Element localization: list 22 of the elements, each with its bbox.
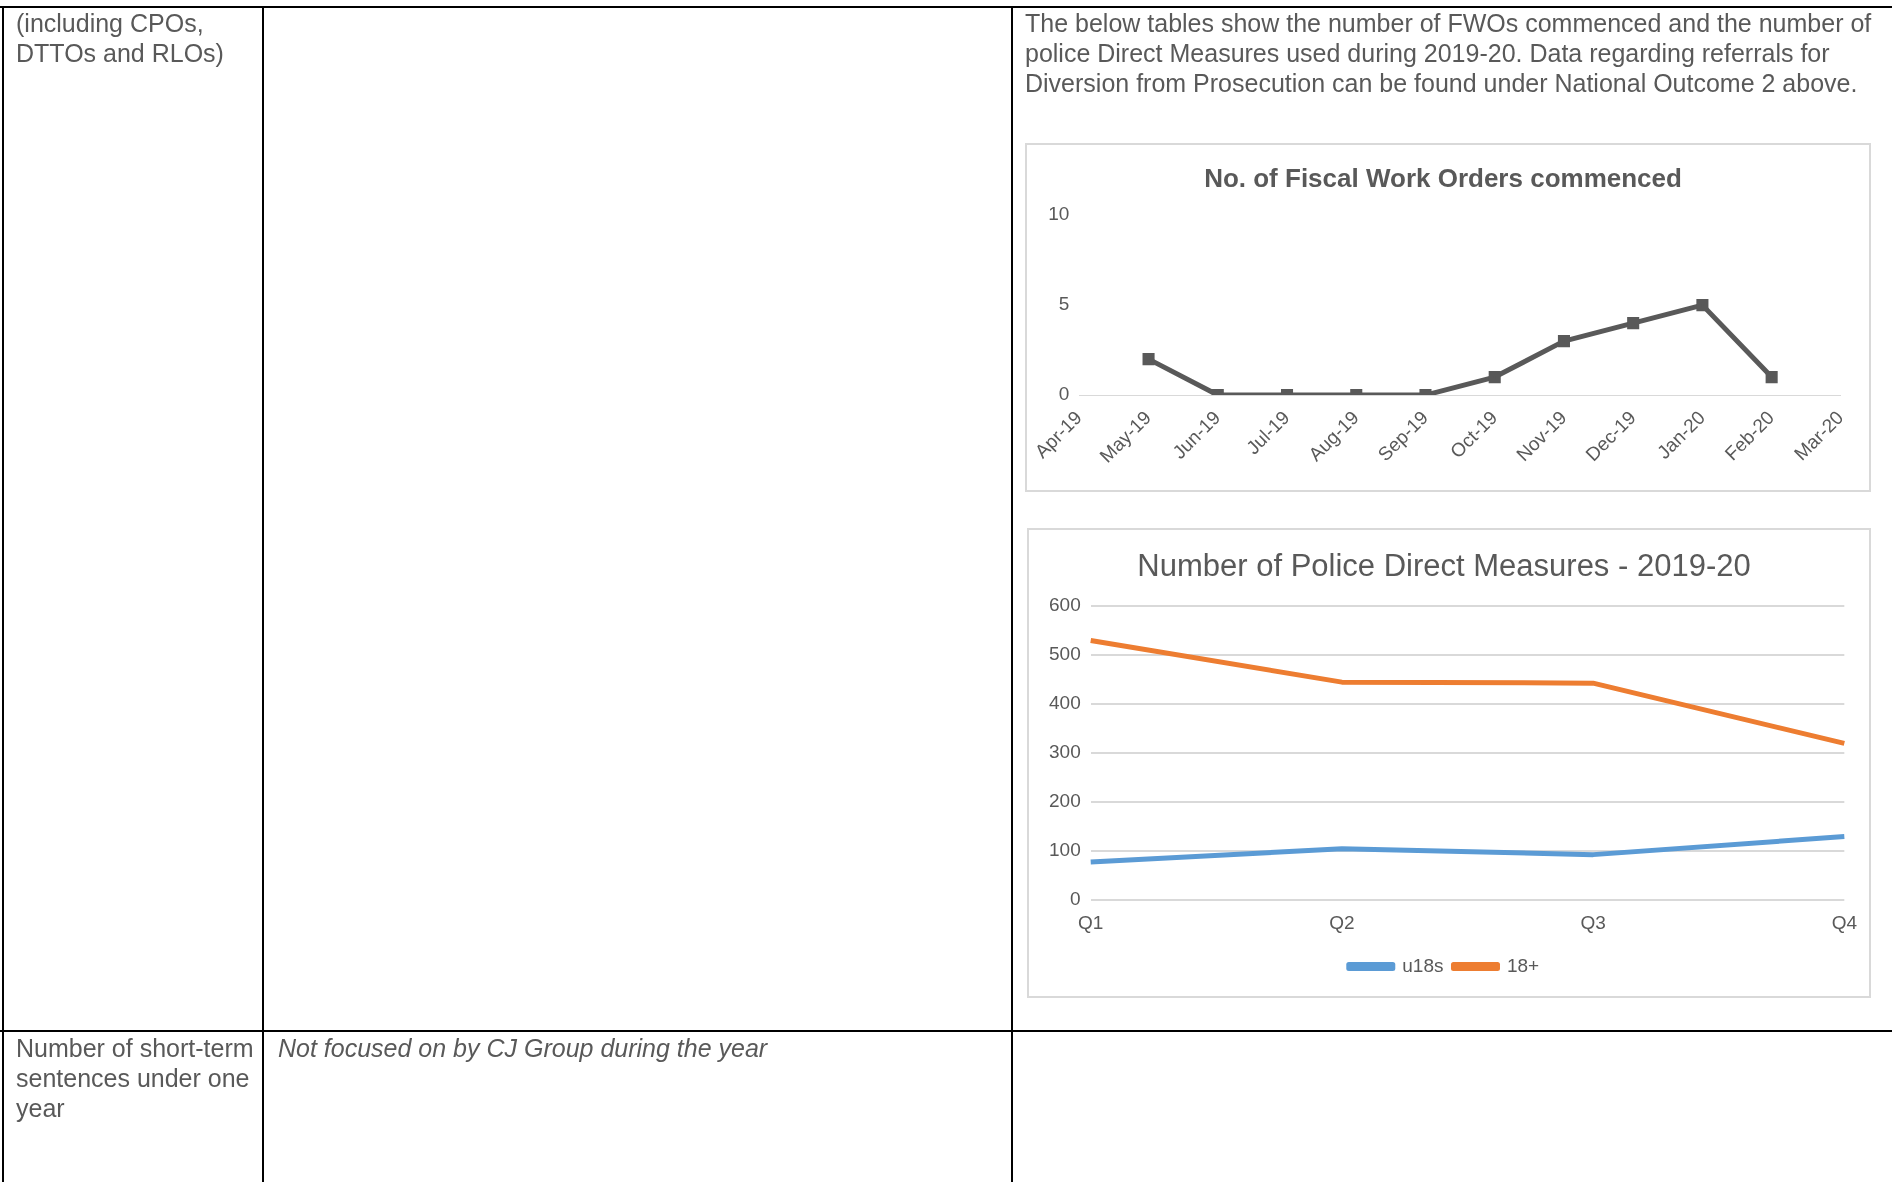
x-tick-label: Q3 xyxy=(1580,911,1606,933)
y-tick-label: 600 xyxy=(1049,594,1081,616)
y-tick-label: 500 xyxy=(1049,643,1081,665)
y-tick-label: 100 xyxy=(1049,839,1081,861)
x-tick-label: Q4 xyxy=(1831,911,1858,933)
y-tick-label: 200 xyxy=(1049,790,1081,812)
text: The below tables show the number of FWOs commenced and the number of police Direct Measures used during 2019-20. Data regarding referrals for Diversion from Prosecution can be found under National Outcome 2 above. xyxy=(1025,8,1873,98)
legend-label: 18+ xyxy=(1506,954,1540,976)
legend-label: u18s xyxy=(1402,954,1444,976)
text: (including CPOs, DTTOs and RLOs) xyxy=(16,8,225,68)
chart-title: No. of Fiscal Work Orders commenced xyxy=(1204,162,1682,193)
text: Number of short-term sentences under one year xyxy=(16,1033,255,1123)
text: Not focused on by CJ Group during the year xyxy=(278,1033,769,1063)
y-tick-label: 10 xyxy=(1048,203,1070,225)
y-tick-label: 300 xyxy=(1049,741,1081,763)
y-tick-label: 400 xyxy=(1049,692,1081,714)
y-tick-label: 5 xyxy=(1058,293,1070,315)
y-tick-label: 0 xyxy=(1058,383,1070,405)
x-tick-label: Q2 xyxy=(1329,911,1355,933)
y-tick-label: 0 xyxy=(1070,888,1081,910)
chart-title: Number of Police Direct Measures - 2019-20 xyxy=(1137,548,1751,584)
x-tick-label: Q1 xyxy=(1078,911,1104,933)
